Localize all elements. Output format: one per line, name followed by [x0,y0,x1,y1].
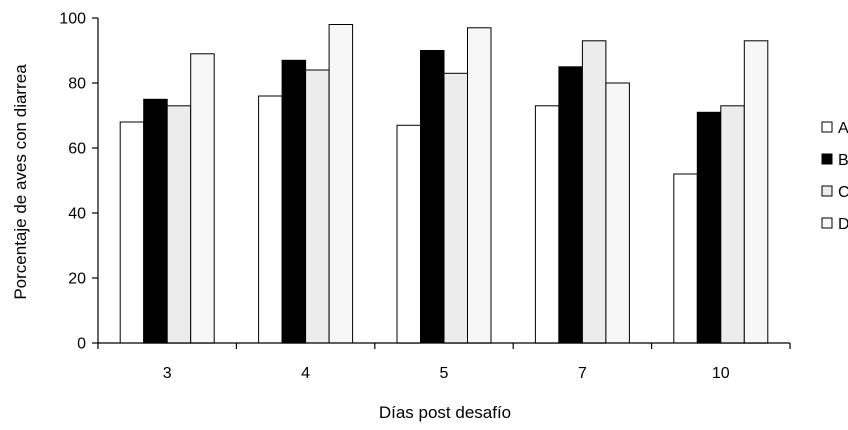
bar-C-3 [166,105,192,344]
bar-D-3 [190,53,215,344]
legend-label-B: B [838,152,848,169]
bar-D-7 [605,82,630,344]
bar-C-10 [720,105,745,344]
tick-labels-layer: 0 20 40 60 80 100 3 4 5 7 10 [59,11,730,383]
legend-swatch-A [821,121,833,133]
legend-label-D: D [838,216,848,233]
x-tick-label: 7 [578,365,587,382]
bar-A-10 [673,173,698,344]
bar-A-4 [258,95,283,344]
y-tick-label: 40 [68,206,86,223]
legend-label-C: C [838,184,848,201]
bar-A-5 [396,124,421,344]
legend-swatch-B [821,153,833,165]
y-axis-label: Porcentaje de aves con diarrea [11,64,30,300]
bar-C-7 [581,40,607,344]
bar-C-4 [305,69,330,344]
x-tick-label: 4 [301,365,310,382]
y-tick-label: 60 [68,141,86,158]
bar-D-10 [743,40,769,344]
bar-C-5 [443,72,468,344]
y-tick-label: 80 [68,76,86,93]
bar-B-4 [281,59,307,344]
legend-label-A: A [838,120,848,137]
x-tick-label: 3 [163,365,172,382]
y-tick-label: 100 [59,11,86,28]
x-tick-label: 10 [712,365,730,382]
legend-swatch-C [821,185,833,197]
bar-D-4 [328,24,354,344]
bar-D-5 [467,27,492,344]
bar-A-7 [534,105,560,344]
bar-B-7 [558,66,583,344]
bars-layer [119,24,769,344]
bar-B-5 [420,50,445,344]
bar-A-3 [119,121,145,344]
bar-B-3 [143,98,168,344]
y-tick-label: 0 [77,336,86,353]
x-tick-label: 5 [440,365,449,382]
bar-B-10 [696,111,722,344]
x-axis-label: Días post desafío [379,403,511,422]
axes-layer [92,17,791,349]
y-tick-label: 20 [68,271,86,288]
legend-swatch-D [821,217,833,229]
